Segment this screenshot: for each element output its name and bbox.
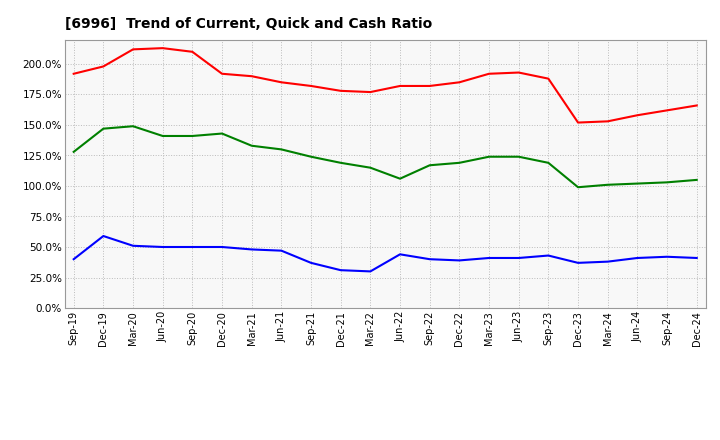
Current Ratio	[662, 108, 671, 113]
Quick Ratio	[574, 185, 582, 190]
Quick Ratio	[603, 182, 612, 187]
Quick Ratio	[633, 181, 642, 186]
Quick Ratio	[277, 147, 286, 152]
Cash Ratio	[396, 252, 405, 257]
Quick Ratio	[129, 124, 138, 129]
Current Ratio	[158, 45, 167, 51]
Quick Ratio	[158, 133, 167, 139]
Quick Ratio	[217, 131, 226, 136]
Quick Ratio	[307, 154, 315, 159]
Quick Ratio	[336, 160, 345, 165]
Cash Ratio	[662, 254, 671, 260]
Current Ratio	[69, 71, 78, 77]
Cash Ratio	[217, 244, 226, 249]
Cash Ratio	[307, 260, 315, 265]
Quick Ratio	[69, 149, 78, 154]
Current Ratio	[574, 120, 582, 125]
Cash Ratio	[129, 243, 138, 249]
Current Ratio	[426, 83, 434, 88]
Cash Ratio	[574, 260, 582, 265]
Current Ratio	[307, 83, 315, 88]
Legend: Current Ratio, Quick Ratio, Cash Ratio: Current Ratio, Quick Ratio, Cash Ratio	[189, 435, 582, 440]
Cash Ratio	[633, 255, 642, 260]
Cash Ratio	[366, 269, 374, 274]
Line: Current Ratio: Current Ratio	[73, 48, 697, 123]
Cash Ratio	[99, 233, 108, 238]
Current Ratio	[544, 76, 553, 81]
Current Ratio	[248, 73, 256, 79]
Current Ratio	[129, 47, 138, 52]
Cash Ratio	[158, 244, 167, 249]
Current Ratio	[99, 64, 108, 69]
Quick Ratio	[544, 160, 553, 165]
Quick Ratio	[188, 133, 197, 139]
Current Ratio	[366, 89, 374, 95]
Cash Ratio	[485, 255, 493, 260]
Quick Ratio	[396, 176, 405, 181]
Quick Ratio	[693, 177, 701, 183]
Current Ratio	[188, 49, 197, 55]
Quick Ratio	[662, 180, 671, 185]
Current Ratio	[603, 119, 612, 124]
Line: Quick Ratio: Quick Ratio	[73, 126, 697, 187]
Current Ratio	[455, 80, 464, 85]
Current Ratio	[514, 70, 523, 75]
Cash Ratio	[455, 258, 464, 263]
Quick Ratio	[248, 143, 256, 148]
Quick Ratio	[514, 154, 523, 159]
Line: Cash Ratio: Cash Ratio	[73, 236, 697, 271]
Cash Ratio	[277, 248, 286, 253]
Cash Ratio	[544, 253, 553, 258]
Cash Ratio	[693, 255, 701, 260]
Current Ratio	[336, 88, 345, 93]
Cash Ratio	[336, 268, 345, 273]
Cash Ratio	[69, 257, 78, 262]
Quick Ratio	[366, 165, 374, 170]
Cash Ratio	[603, 259, 612, 264]
Cash Ratio	[188, 244, 197, 249]
Current Ratio	[485, 71, 493, 77]
Current Ratio	[217, 71, 226, 77]
Cash Ratio	[514, 255, 523, 260]
Cash Ratio	[248, 247, 256, 252]
Current Ratio	[633, 113, 642, 118]
Quick Ratio	[99, 126, 108, 131]
Quick Ratio	[455, 160, 464, 165]
Text: [6996]  Trend of Current, Quick and Cash Ratio: [6996] Trend of Current, Quick and Cash …	[65, 18, 432, 32]
Current Ratio	[693, 103, 701, 108]
Quick Ratio	[426, 163, 434, 168]
Cash Ratio	[426, 257, 434, 262]
Current Ratio	[277, 80, 286, 85]
Current Ratio	[396, 83, 405, 88]
Quick Ratio	[485, 154, 493, 159]
